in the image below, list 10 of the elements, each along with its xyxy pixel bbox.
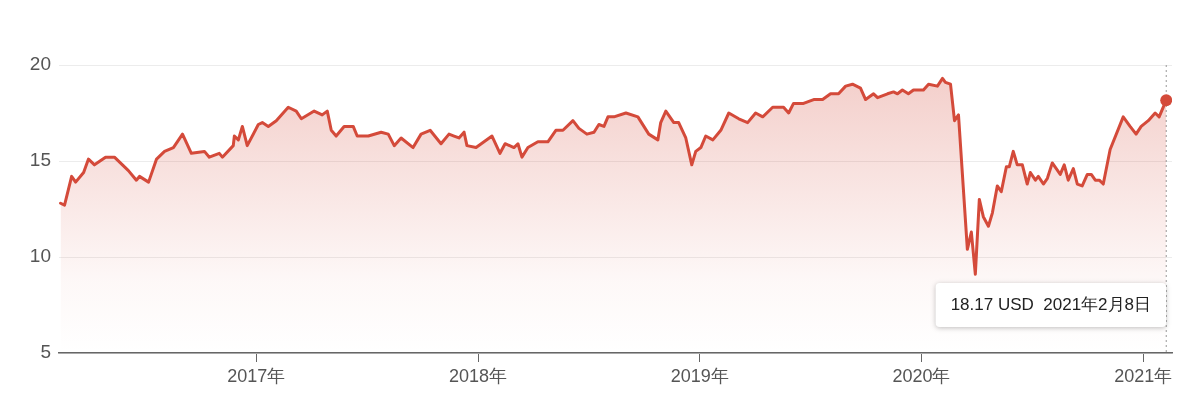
- y-tick-label: 5: [40, 341, 51, 363]
- x-tick-label: 2017年: [227, 365, 286, 386]
- x-tick-label: 2019年: [670, 365, 729, 386]
- x-tick-label: 2020年: [892, 365, 951, 386]
- x-tick-label: 2021年: [1114, 365, 1173, 386]
- y-tick-label: 20: [29, 53, 51, 75]
- annotation: 18.17 USD 2021年2月8日: [950, 294, 1152, 314]
- x-tick-label: 2018年: [449, 365, 508, 386]
- y-tick-label: 10: [29, 245, 51, 267]
- y-tick-label: 15: [29, 149, 51, 171]
